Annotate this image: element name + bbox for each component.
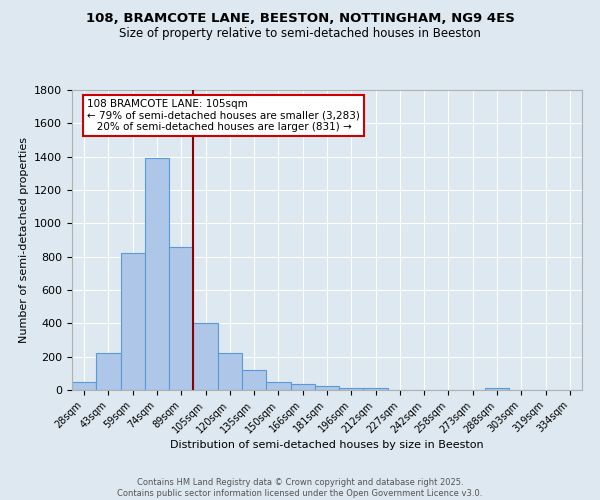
- Bar: [72, 382, 96, 390]
- Bar: [364, 388, 388, 390]
- Bar: [169, 246, 193, 390]
- Bar: [121, 254, 145, 390]
- Bar: [218, 354, 242, 390]
- Bar: [339, 388, 364, 390]
- Y-axis label: Number of semi-detached properties: Number of semi-detached properties: [19, 137, 29, 343]
- Bar: [242, 370, 266, 390]
- Bar: [290, 384, 315, 390]
- Text: 108, BRAMCOTE LANE, BEESTON, NOTTINGHAM, NG9 4ES: 108, BRAMCOTE LANE, BEESTON, NOTTINGHAM,…: [86, 12, 514, 26]
- Bar: [96, 354, 121, 390]
- Bar: [485, 388, 509, 390]
- Bar: [266, 382, 290, 390]
- Bar: [193, 324, 218, 390]
- Bar: [145, 158, 169, 390]
- X-axis label: Distribution of semi-detached houses by size in Beeston: Distribution of semi-detached houses by …: [170, 440, 484, 450]
- Bar: [315, 386, 339, 390]
- Text: 108 BRAMCOTE LANE: 105sqm
← 79% of semi-detached houses are smaller (3,283)
   2: 108 BRAMCOTE LANE: 105sqm ← 79% of semi-…: [88, 99, 360, 132]
- Text: Size of property relative to semi-detached houses in Beeston: Size of property relative to semi-detach…: [119, 28, 481, 40]
- Text: Contains HM Land Registry data © Crown copyright and database right 2025.
Contai: Contains HM Land Registry data © Crown c…: [118, 478, 482, 498]
